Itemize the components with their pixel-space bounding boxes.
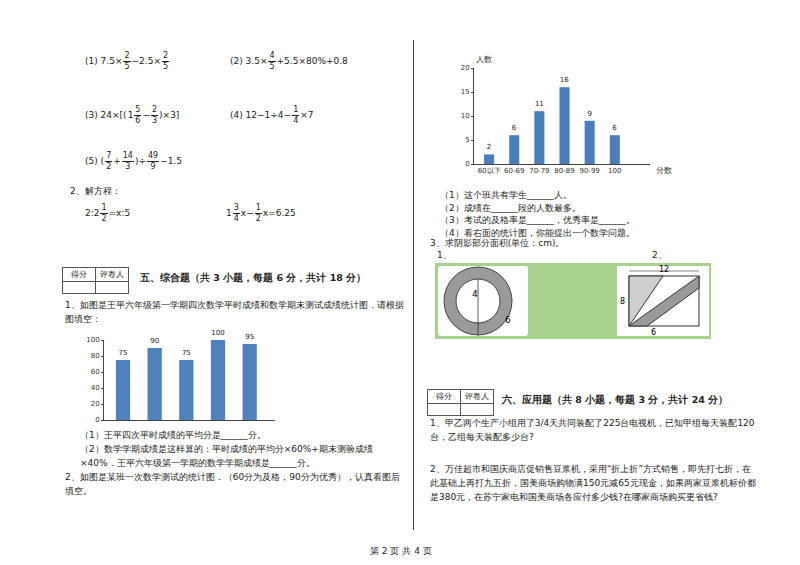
html-text:(3) 24×[(1: (3) 24×[(1 (85, 110, 134, 120)
svg-text:4: 4 (472, 289, 478, 299)
svg-text:70-79: 70-79 (529, 167, 549, 175)
html-text:评卷人: 评卷人 (100, 270, 124, 279)
html-text:3: 3 (233, 203, 239, 212)
svg-text:20: 20 (91, 400, 100, 408)
html-text:−1.5: −1.5 (160, 156, 183, 166)
svg-text:75: 75 (119, 349, 128, 357)
html-text:3: 3 (125, 162, 131, 171)
svg-text:100: 100 (211, 329, 224, 337)
html-text:2、如图是某班一次数学测试的统计图．（60分为及格，90分为: 2、如图是某班一次数学测试的统计图．（60分为及格，90分为优秀），认真看图后填… (65, 472, 400, 496)
html-text:+5.5×80%+0.8: +5.5×80%+0.8 (276, 56, 348, 66)
svg-text:2: 2 (487, 143, 491, 151)
svg-text:6: 6 (505, 315, 511, 325)
svg-text:100: 100 (86, 336, 99, 344)
html-text:(5) (: (5) ( (85, 156, 105, 166)
html-text:（1）这个班共有学生______人。: （1）这个班共有学生______人。 (440, 190, 572, 200)
html-text:评卷人: 评卷人 (465, 392, 489, 401)
html-text:五、综合题（共 3 小题，每题 6 分，共计 18 分）: 五、综合题（共 3 小题，每题 6 分，共计 18 分） (140, 272, 367, 283)
svg-text:12: 12 (659, 265, 669, 274)
html-text:2: 2 (163, 51, 169, 60)
html-text:2: 2 (101, 214, 107, 223)
html-text:49: 49 (148, 151, 159, 160)
html-text:1、如图是王平六年级第一学期四次数学平时成绩和数学期末测试成: 1、如图是王平六年级第一学期四次数学平时成绩和数学期末测试成绩统计图．请根据图填… (65, 300, 404, 324)
svg-text:8: 8 (620, 297, 625, 306)
html-text:得分: 得分 (71, 270, 87, 279)
html-text:5: 5 (269, 62, 275, 71)
html-text:2: 2 (255, 214, 261, 223)
html-text:1: 1 (293, 105, 299, 114)
html-text:3: 3 (152, 116, 158, 125)
svg-text:80: 80 (91, 352, 100, 360)
html-text:（2）数学学期成绩是这样算的：平时成绩的平均分×60%+期末: （2）数学学期成绩是这样算的：平时成绩的平均分×60%+期末测验成绩×40%．王… (80, 444, 373, 468)
svg-text:6: 6 (651, 328, 656, 337)
html-text:9: 9 (150, 162, 156, 171)
html-text:（3）考试的及格率是______，优秀率是______。: （3）考试的及格率是______，优秀率是______。 (440, 215, 635, 225)
html-text:1、: 1、 (437, 250, 452, 260)
html-text:2、解方程：: 2、解方程： (70, 186, 121, 196)
html-text:2、: 2、 (652, 250, 667, 260)
svg-text:11: 11 (535, 100, 544, 108)
html-text:5: 5 (135, 105, 141, 114)
html-text:(1) 7.5×: (1) 7.5× (85, 56, 123, 66)
html-text:6: 6 (135, 116, 141, 125)
html-text:2: 2 (124, 51, 130, 60)
svg-text:15: 15 (461, 88, 470, 96)
svg-text:0: 0 (95, 416, 99, 424)
html-text:4: 4 (269, 51, 275, 60)
svg-text:60: 60 (91, 368, 100, 376)
svg-text:60-69: 60-69 (504, 167, 524, 175)
html-text:4: 4 (293, 116, 299, 125)
svg-text:20: 20 (461, 64, 470, 72)
html-text:第 2 页 共 4 页: 第 2 页 共 4 页 (370, 546, 432, 556)
svg-text:10: 10 (461, 112, 470, 120)
html-text:1: 1 (226, 208, 232, 218)
html-text:=x:5: =x:5 (108, 208, 131, 218)
svg-text:80-89: 80-89 (554, 167, 574, 175)
svg-text:6: 6 (612, 124, 617, 132)
html-text:(2) 3.5×: (2) 3.5× (230, 56, 268, 66)
svg-text:9: 9 (587, 110, 591, 118)
svg-text:90: 90 (150, 337, 159, 345)
html-text:×7: ×7 (300, 110, 314, 120)
svg-text:分数: 分数 (656, 166, 672, 175)
svg-text:100: 100 (608, 167, 621, 175)
html-text:−2.5×: −2.5× (131, 56, 161, 66)
html-text:2: 2 (106, 162, 112, 171)
svg-text:6: 6 (512, 124, 517, 132)
html-text:)×3]: )×3] (159, 110, 180, 120)
html-text:7: 7 (106, 151, 112, 160)
html-text:1、甲乙两个生产小组用了3/4天共同装配了225台电视机，已: 1、甲乙两个生产小组用了3/4天共同装配了225台电视机，已知甲组每天装配120… (430, 418, 755, 442)
html-text:六、应用题（共 8 小题，每题 3 分，共计 24 分）: 六、应用题（共 8 小题，每题 3 分，共计 24 分） (502, 394, 729, 405)
html-text:2、万佳超市和国庆商店促销售豆浆机，采用“折上折”方式销售，: 2、万佳超市和国庆商店促销售豆浆机，采用“折上折”方式销售，即先打七折，在此基础… (430, 464, 756, 502)
html-text:（2）成绩在______段的人数最多。: （2）成绩在______段的人数最多。 (440, 202, 581, 213)
html-text:得分: 得分 (436, 392, 452, 401)
html-text:2: 2 (152, 105, 158, 114)
html-text:（4）看右面的统计图，你能提出一个数学问题。: （4）看右面的统计图，你能提出一个数学问题。 (440, 227, 635, 238)
html-text:2:2: 2:2 (85, 208, 100, 218)
svg-text:5: 5 (465, 136, 469, 144)
svg-text:40: 40 (91, 384, 100, 392)
svg-text:90-99: 90-99 (579, 167, 599, 175)
svg-text:60以下: 60以下 (478, 167, 501, 175)
html-text:3、求阴影部分面积(单位：cm)。: 3、求阴影部分面积(单位：cm)。 (430, 238, 565, 248)
html-text:(4) 12−1÷4−: (4) 12−1÷4− (230, 110, 292, 120)
html-text:1: 1 (255, 203, 261, 212)
html-text:1: 1 (101, 203, 107, 212)
svg-text:人数: 人数 (476, 55, 492, 64)
svg-text:95: 95 (245, 333, 254, 341)
svg-text:75: 75 (182, 349, 191, 357)
html-text:4: 4 (233, 214, 239, 223)
html-text:5: 5 (163, 62, 169, 71)
svg-text:16: 16 (560, 76, 569, 84)
html-text:5: 5 (124, 62, 130, 71)
html-text:x−: x− (240, 208, 254, 218)
html-text:x=6.25: x=6.25 (262, 208, 296, 218)
svg-text:0: 0 (465, 160, 469, 168)
html-text:14: 14 (122, 151, 133, 160)
html-text:（1）王平四次平时成绩的平均分是______分。: （1）王平四次平时成绩的平均分是______分。 (80, 430, 266, 440)
